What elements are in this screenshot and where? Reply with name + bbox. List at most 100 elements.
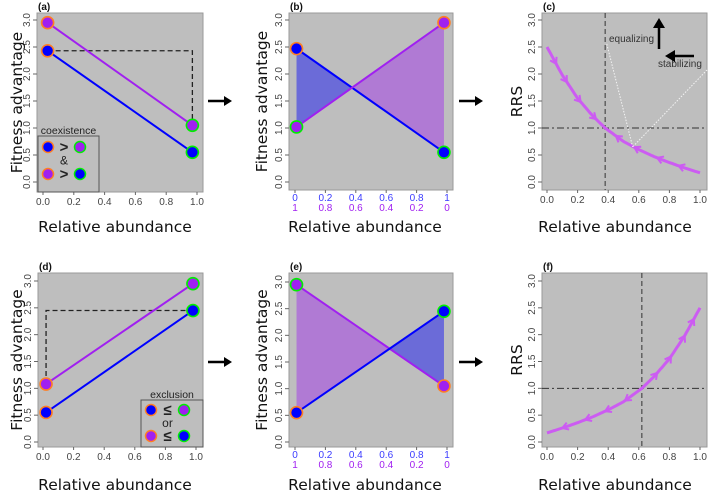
y-tick-label: 1.5 xyxy=(23,354,34,368)
x-tick-label-blue: 0.6 xyxy=(379,450,393,461)
purple-data-point xyxy=(40,15,55,30)
stabilizing-label: stabilizing xyxy=(658,59,702,70)
legend-joiner: or xyxy=(162,416,173,430)
legend-symbol-blue xyxy=(41,140,55,154)
legend-title: coexistence xyxy=(41,125,97,137)
legend-symbol-purple xyxy=(144,429,158,443)
x-tick-label-blue: 1 xyxy=(444,193,450,204)
y-tick-label: 2.0 xyxy=(23,327,34,341)
x-tick-label: 0.6 xyxy=(128,452,142,463)
purple-data-point xyxy=(39,377,53,391)
arrow-left-icon xyxy=(655,155,665,164)
dashed-guide xyxy=(45,309,193,385)
purple-data-point xyxy=(437,15,451,30)
y-tick-label: 3.0 xyxy=(22,13,33,27)
panel-transition-arrowhead-icon xyxy=(475,357,483,367)
legend-relation: ≤ xyxy=(163,402,171,419)
arrow-right-icon xyxy=(573,94,582,104)
blue-data-point xyxy=(437,145,451,160)
legend-relation: > xyxy=(60,166,69,183)
legend-symbol-purple xyxy=(41,167,55,181)
x-tick-label-purple: 0.2 xyxy=(410,460,424,471)
x-tick-label: 0.8 xyxy=(662,452,676,463)
x-tick-label: 0.6 xyxy=(632,195,646,206)
y-tick-label: 2.5 xyxy=(22,40,33,54)
panel-transition-arrowhead-icon xyxy=(224,357,232,367)
fill-left-region xyxy=(296,48,352,127)
panel-f: (f) 0.0 0.5 1.0 1.5 2.0 2.5 3.0 0.0 0.2 0.4 0.6 0.8 1… xyxy=(508,262,708,494)
y-tick-label: 0.0 xyxy=(527,435,538,449)
x-tick-label: 1.0 xyxy=(189,452,203,463)
y-tick-label: 0.5 xyxy=(274,148,285,162)
x-tick-label: 0.0 xyxy=(540,195,554,206)
rrs-curve xyxy=(546,307,702,435)
x-tick-label-purple: 0.2 xyxy=(410,203,424,214)
x-tick-label-purple: 1 xyxy=(292,460,298,471)
arrow-left-icon xyxy=(583,413,593,422)
x-tick-label-blue: 0.4 xyxy=(349,450,363,461)
y-tick-label: 2.5 xyxy=(527,300,538,314)
arrow-right-icon xyxy=(678,334,687,343)
legend: exclusion≤≤or xyxy=(140,389,204,448)
x-tick-label: 0.6 xyxy=(632,452,646,463)
purple-series-line xyxy=(295,283,445,387)
y-tick-label: 1.0 xyxy=(527,381,538,395)
panel-c: (c) 0.0 0.5 1.0 1.5 2.0 2.5 3.0 0.0 0.2 0.4 0.6 0.8 1… xyxy=(508,2,708,236)
y-tick-label: 3.0 xyxy=(274,13,285,27)
arrow-left-icon xyxy=(614,134,623,143)
x-axis-label: Relative abundance xyxy=(38,218,192,236)
y-tick-label: 0.0 xyxy=(22,175,33,189)
panel-label: (c) xyxy=(543,2,555,13)
purple-data-point xyxy=(289,120,304,134)
purple-data-point xyxy=(185,118,200,133)
y-axis-label: Fitness advantage xyxy=(8,289,26,430)
legend-relation: ≤ xyxy=(163,428,171,445)
arrow-right-icon xyxy=(650,371,659,381)
y-axis-label: RRS xyxy=(508,86,526,117)
plot-area xyxy=(541,272,708,448)
x-axis-label: Relative abundance xyxy=(538,476,692,494)
y-tick-label: 1.5 xyxy=(527,94,538,108)
y-tick-label: 3.0 xyxy=(23,274,34,288)
panel-label: (a) xyxy=(38,2,50,13)
blue-data-point xyxy=(185,145,200,160)
legend-symbol-blue xyxy=(73,167,87,181)
arrow-right-icon xyxy=(560,75,568,84)
x-tick-label: 1.0 xyxy=(190,197,204,208)
panel-label: (f) xyxy=(543,262,553,273)
purple-data-point xyxy=(289,277,304,292)
blue-data-point xyxy=(186,303,200,318)
blue-series-line xyxy=(295,47,445,154)
panel-e: (e)0.00.51.01.52.02.53.0010.20.80.40.60.… xyxy=(253,262,454,494)
y-tick-label: 0.0 xyxy=(274,435,285,449)
y-axis-label: Fitness advantage xyxy=(8,32,26,173)
x-tick-label-blue: 0 xyxy=(292,193,298,204)
panel-label: (e) xyxy=(290,262,302,273)
x-tick-label: 0.6 xyxy=(128,197,142,208)
x-axis-label: Relative abundance xyxy=(288,476,442,494)
y-tick-label: 3.0 xyxy=(527,13,538,27)
panel-transition-arrowhead-icon xyxy=(224,96,232,106)
blue-data-point xyxy=(437,304,451,319)
x-axis-label: Relative abundance xyxy=(38,476,192,494)
left-arrow-head-icon xyxy=(665,50,675,62)
panel-transition-arrowhead-icon xyxy=(475,96,483,106)
x-tick-label: 0.0 xyxy=(36,452,50,463)
x-tick-label: 0.4 xyxy=(601,195,615,206)
legend-symbol-purple xyxy=(177,403,191,417)
x-tick-label: 0.8 xyxy=(662,195,676,206)
y-tick-label: 1.0 xyxy=(527,121,538,135)
y-tick-label: 1.5 xyxy=(274,94,285,108)
blue-data-point xyxy=(289,405,304,420)
y-axis-label: Fitness advantage xyxy=(253,289,271,430)
panel-a: (a) 0.0 0.5 1.0 1.5 2.0 2.5 3.0 0.0 0.2 0.4 0.6 0.8 1… xyxy=(8,2,204,236)
legend-title: exclusion xyxy=(150,389,194,401)
y-tick-label: 0.5 xyxy=(527,408,538,422)
purple-data-point xyxy=(186,276,200,291)
y-tick-label: 2.0 xyxy=(527,67,538,81)
x-tick-label-purple: 1 xyxy=(292,203,298,214)
y-tick-label: 1.0 xyxy=(274,121,285,135)
y-tick-label: 1.0 xyxy=(274,381,285,395)
arrow-right-icon xyxy=(687,317,696,327)
